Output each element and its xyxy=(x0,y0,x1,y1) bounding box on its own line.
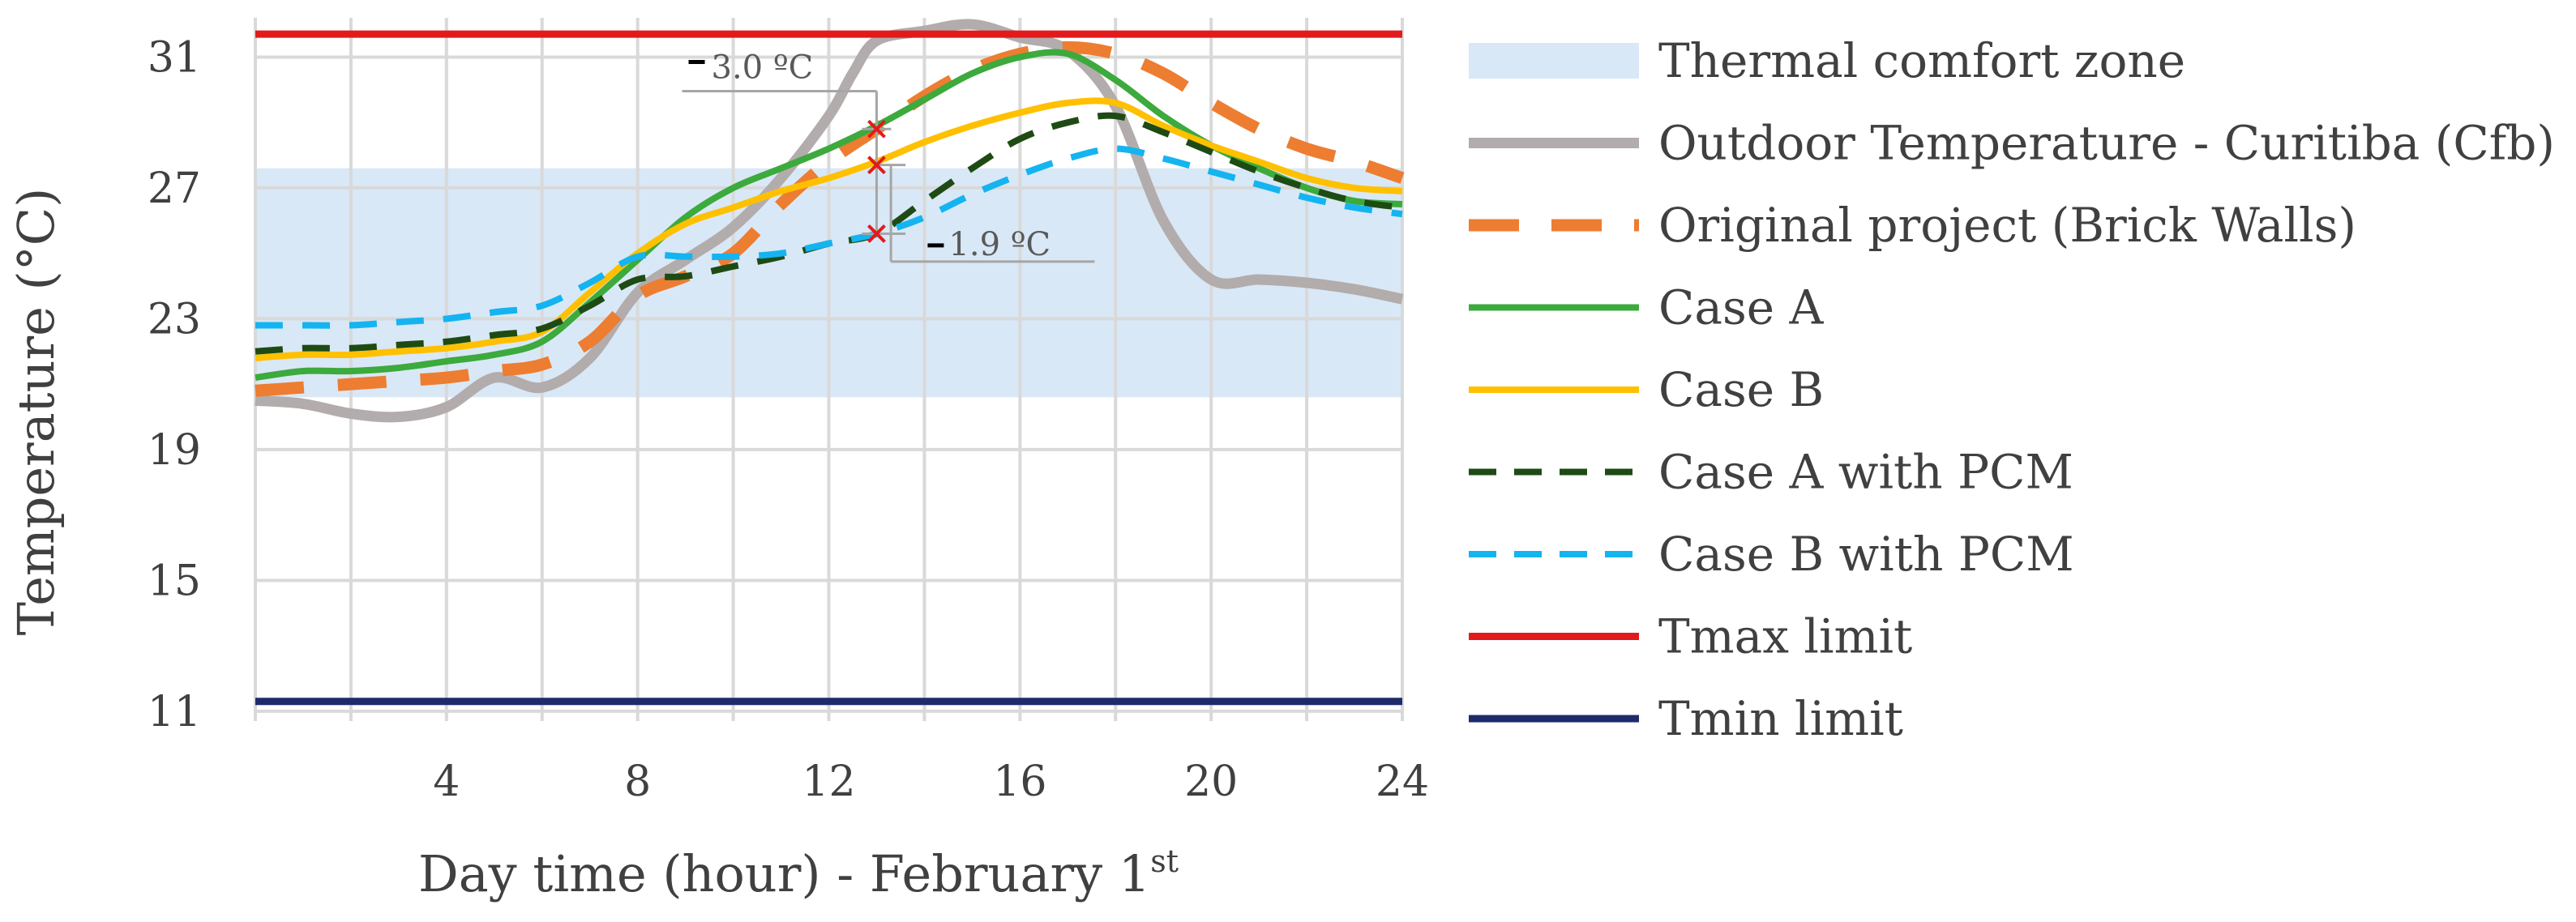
y-tick-label: 19 xyxy=(148,426,201,475)
legend-label: Original project (Brick Walls) xyxy=(1658,198,2356,253)
difference-marker xyxy=(867,224,886,243)
x-tick-label: 24 xyxy=(1376,758,1429,806)
difference-marker xyxy=(867,119,886,139)
legend-swatch xyxy=(1469,43,1639,79)
y-tick-label: 15 xyxy=(148,557,201,605)
legend-item-case-b: Case B xyxy=(1469,362,1824,417)
legend-label: Outdoor Temperature - Curitiba (Cfb) xyxy=(1658,116,2555,171)
legend-item-case-a-with-pcm: Case A with PCM xyxy=(1469,445,2073,500)
x-tick-label: 4 xyxy=(433,758,460,806)
legend-item-tmax-limit: Tmax limit xyxy=(1469,609,1912,664)
x-tick-label: 12 xyxy=(802,758,855,806)
series-line-original-project-brick-walls xyxy=(255,41,1405,397)
difference-marker xyxy=(867,156,886,175)
legend-label: Tmax limit xyxy=(1658,609,1912,664)
x-axis-title-main: Day time (hour) - February 1 xyxy=(418,844,1150,903)
legend-item-original-project-brick-walls: Original project (Brick Walls) xyxy=(1469,198,2356,253)
x-tick-label: 8 xyxy=(624,758,651,806)
legend-item-outdoor-temperature-curitiba-cfb: Outdoor Temperature - Curitiba (Cfb) xyxy=(1469,116,2555,171)
legend-item-case-a: Case A xyxy=(1469,280,1824,335)
series-line-case-b-with-pcm xyxy=(255,145,1403,329)
x-tick-label: 20 xyxy=(1184,758,1238,806)
series-line-case-b xyxy=(255,97,1403,361)
legend-item-thermal-comfort-zone: Thermal comfort zone xyxy=(1469,33,2185,88)
y-tick-label: 27 xyxy=(148,164,201,213)
series-line-outdoor-temperature-curitiba-cfb xyxy=(255,19,1404,423)
y-tick-label: 23 xyxy=(148,295,201,344)
x-axis-title: Day time (hour) - February 1st xyxy=(418,843,1179,903)
y-tick-label: 31 xyxy=(148,33,201,82)
legend: Thermal comfort zone Outdoor Temperature … xyxy=(1469,33,2555,746)
legend-item-case-b-with-pcm: Case B with PCM xyxy=(1469,527,2074,582)
legend-label: Thermal comfort zone xyxy=(1658,33,2185,88)
annotation-label-diff-1: 3.0 ºC xyxy=(712,49,814,87)
legend-label: Tmin limit xyxy=(1658,691,1903,746)
legend-label: Case B with PCM xyxy=(1658,527,2074,582)
x-axis-title-superscript: st xyxy=(1150,843,1179,879)
legend-label: Case B xyxy=(1658,362,1824,417)
y-tick-label: 11 xyxy=(148,688,201,736)
legend-label: Case A with PCM xyxy=(1658,445,2073,500)
legend-label: Case A xyxy=(1658,280,1824,335)
y-axis-title: Temperature (°C) xyxy=(6,188,66,636)
legend-item-tmin-limit: Tmin limit xyxy=(1469,691,1903,746)
annotation-label-diff-2: 1.9 ºC xyxy=(948,226,1051,263)
x-tick-label: 16 xyxy=(993,758,1046,806)
